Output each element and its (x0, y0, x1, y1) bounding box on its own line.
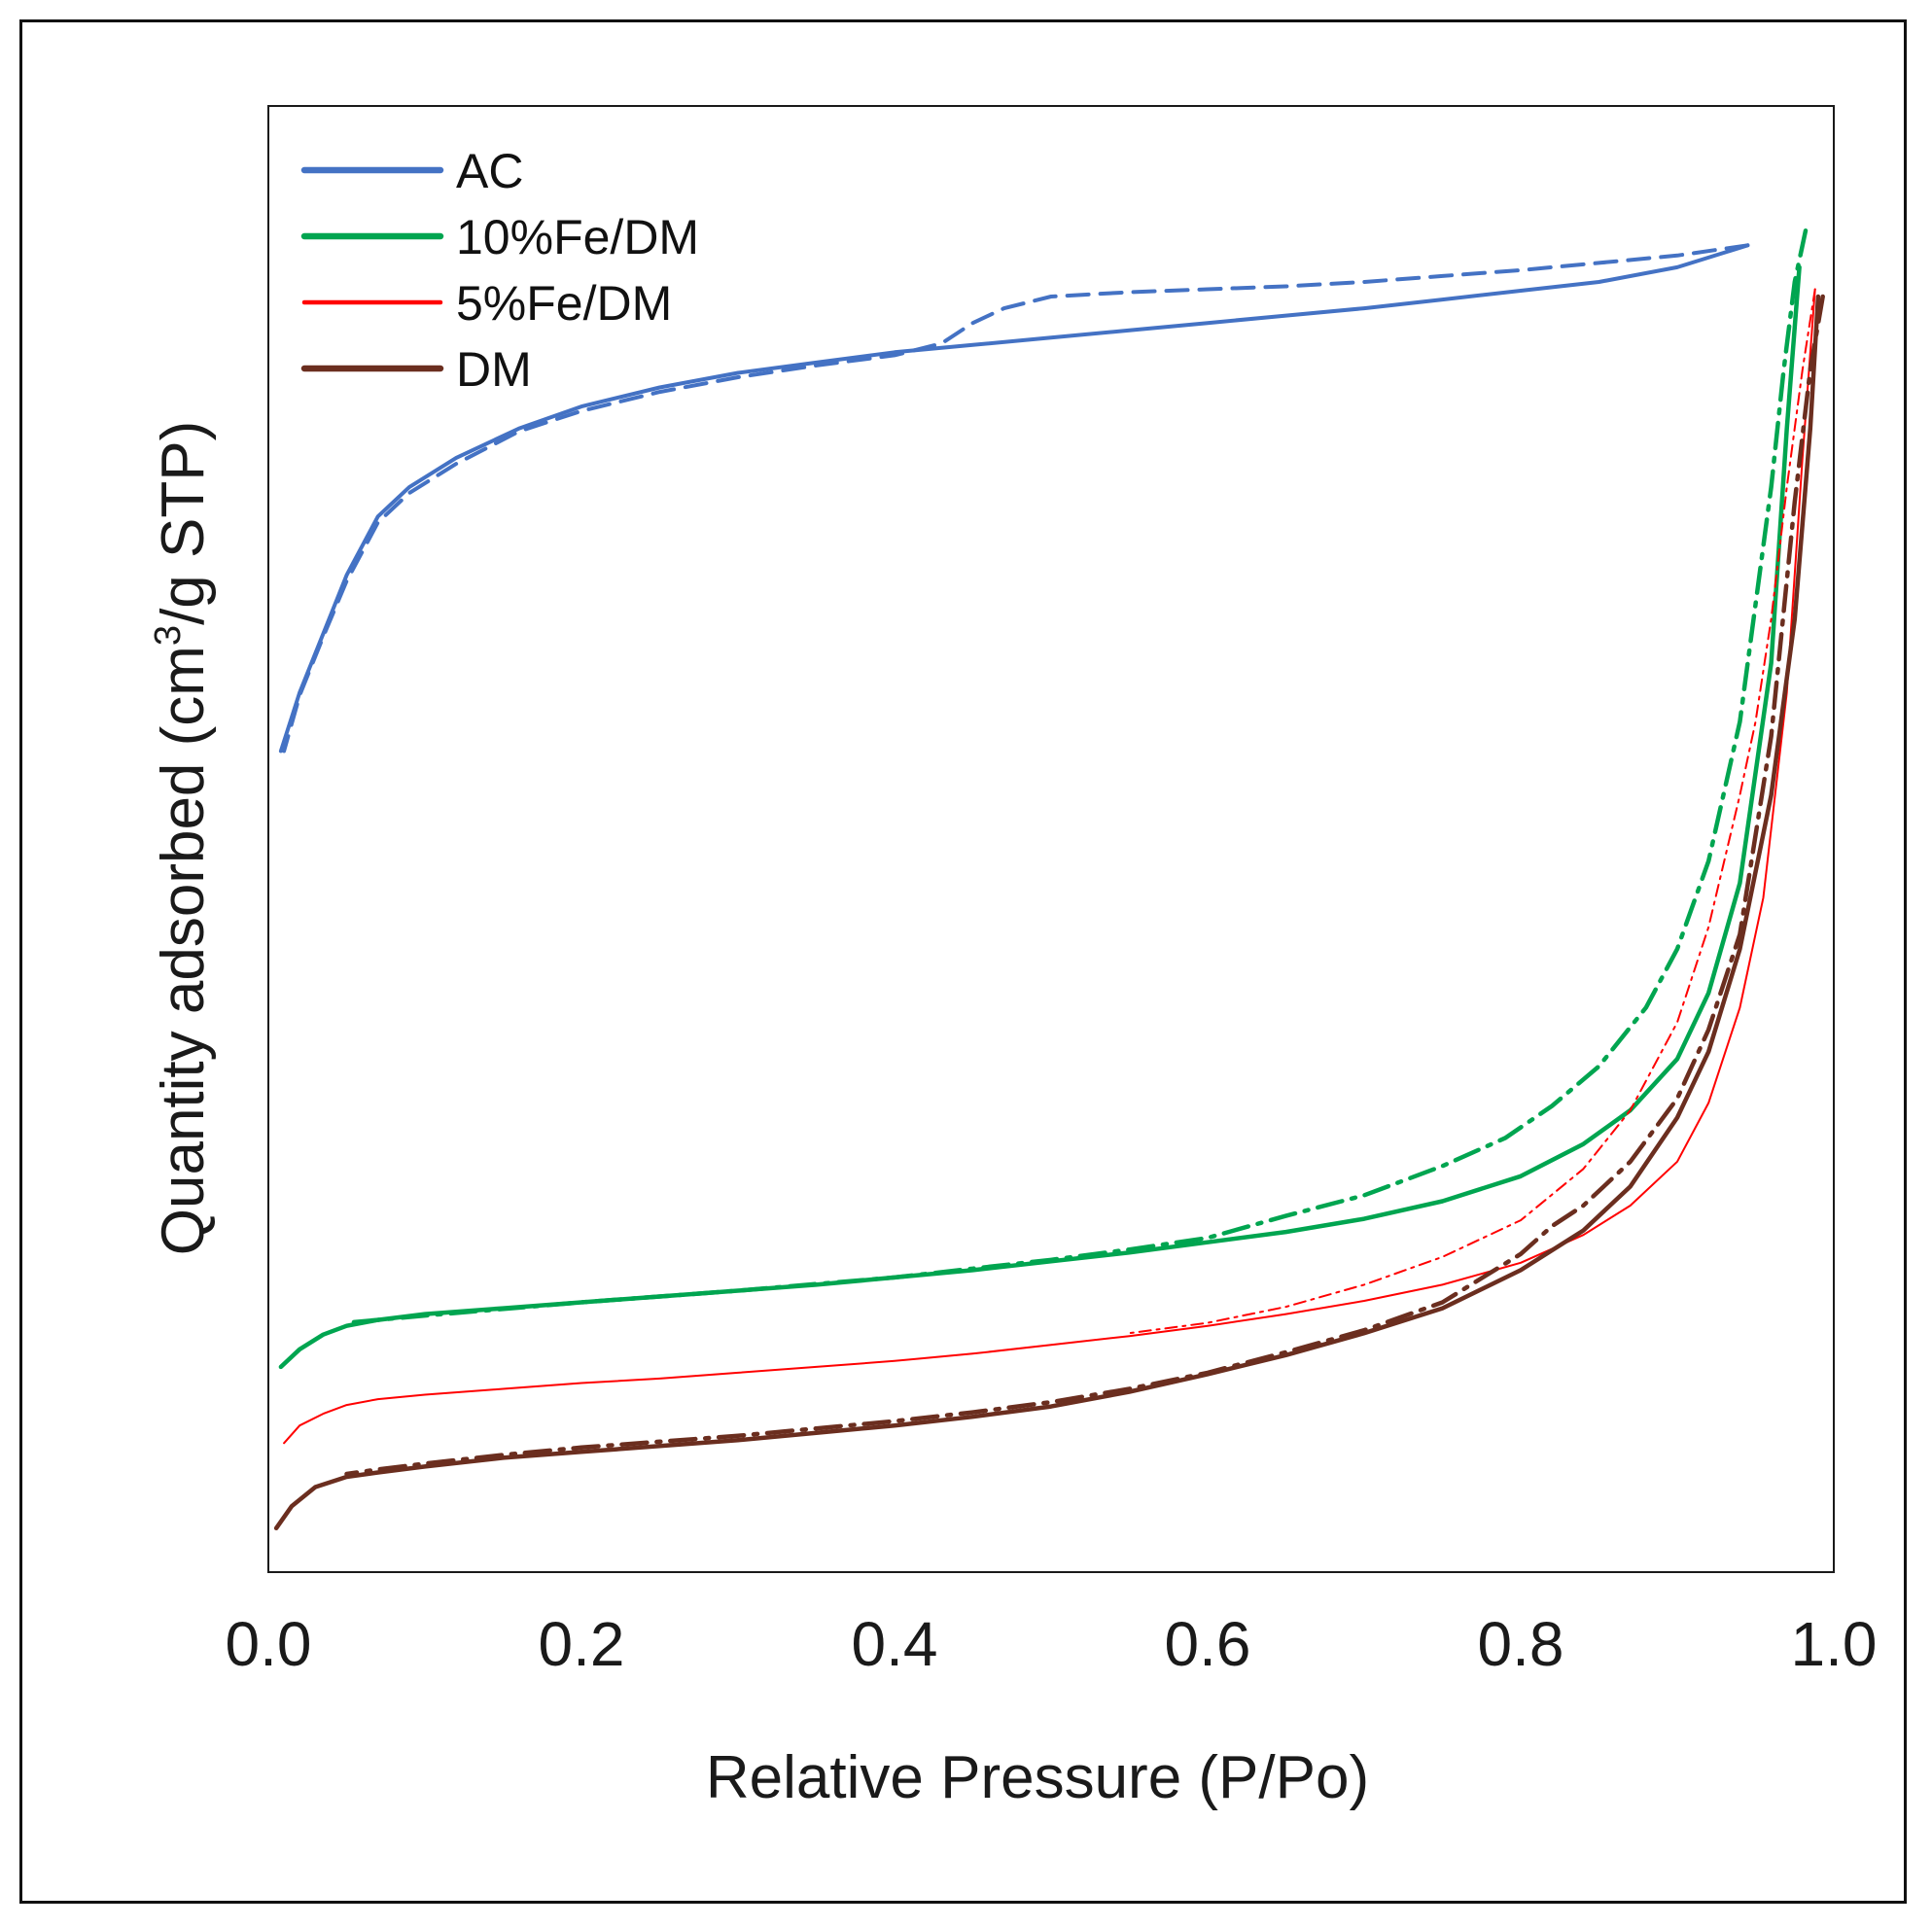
y-axis-title-main: Quantity adsorbed (cm (150, 646, 217, 1255)
series-dm-desorption-line (344, 294, 1825, 1477)
legend-label-10pctfe-dm: 10%Fe/DM (456, 210, 699, 264)
legend-label-5pctfe-dm: 5%Fe/DM (456, 276, 672, 331)
x-tick-label: 0.0 (226, 1609, 312, 1679)
legend: AC 10%Fe/DM 5%Fe/DM DM (300, 144, 699, 397)
series-5pctfe-dm-adsorption-line (283, 288, 1816, 1445)
legend-label-ac: AC (456, 144, 523, 198)
legend-label-dm: DM (456, 342, 532, 397)
series-ac-desorption-line (282, 243, 1750, 753)
x-tick-labels: 0.0 0.2 0.4 0.6 0.8 1.0 (226, 1609, 1878, 1679)
x-tick-label: 0.4 (852, 1609, 938, 1679)
y-axis-title-superscript: 3 (148, 625, 189, 646)
isotherm-chart: 0.0 0.2 0.4 0.6 0.8 1.0 AC 10%Fe/DM 5%Fe/DM DM R… (148, 105, 1878, 1811)
x-tick-label: 0.2 (539, 1609, 625, 1679)
x-tick-label: 0.8 (1478, 1609, 1564, 1679)
y-axis-title-unit: /g STP) (150, 421, 217, 625)
series-10pctfe-dm-desorption-line (344, 228, 1809, 1325)
figure-frame: 0.0 0.2 0.4 0.6 0.8 1.0 AC 10%Fe/DM 5%Fe/DM DM R… (19, 19, 1907, 1904)
plot-area (267, 105, 1835, 1573)
y-axis-title: Quantity adsorbed (cm3/g STP) (148, 421, 217, 1256)
x-axis-title: Relative Pressure (P/Po) (706, 1744, 1369, 1811)
x-tick-label: 1.0 (1791, 1609, 1878, 1679)
x-tick-label: 0.6 (1165, 1609, 1251, 1679)
series-layer (273, 228, 1825, 1531)
series-5pctfe-dm-desorption-line (1128, 288, 1816, 1335)
series-dm-adsorption-line (273, 294, 1821, 1531)
series-ac-adsorption-line (278, 243, 1750, 753)
